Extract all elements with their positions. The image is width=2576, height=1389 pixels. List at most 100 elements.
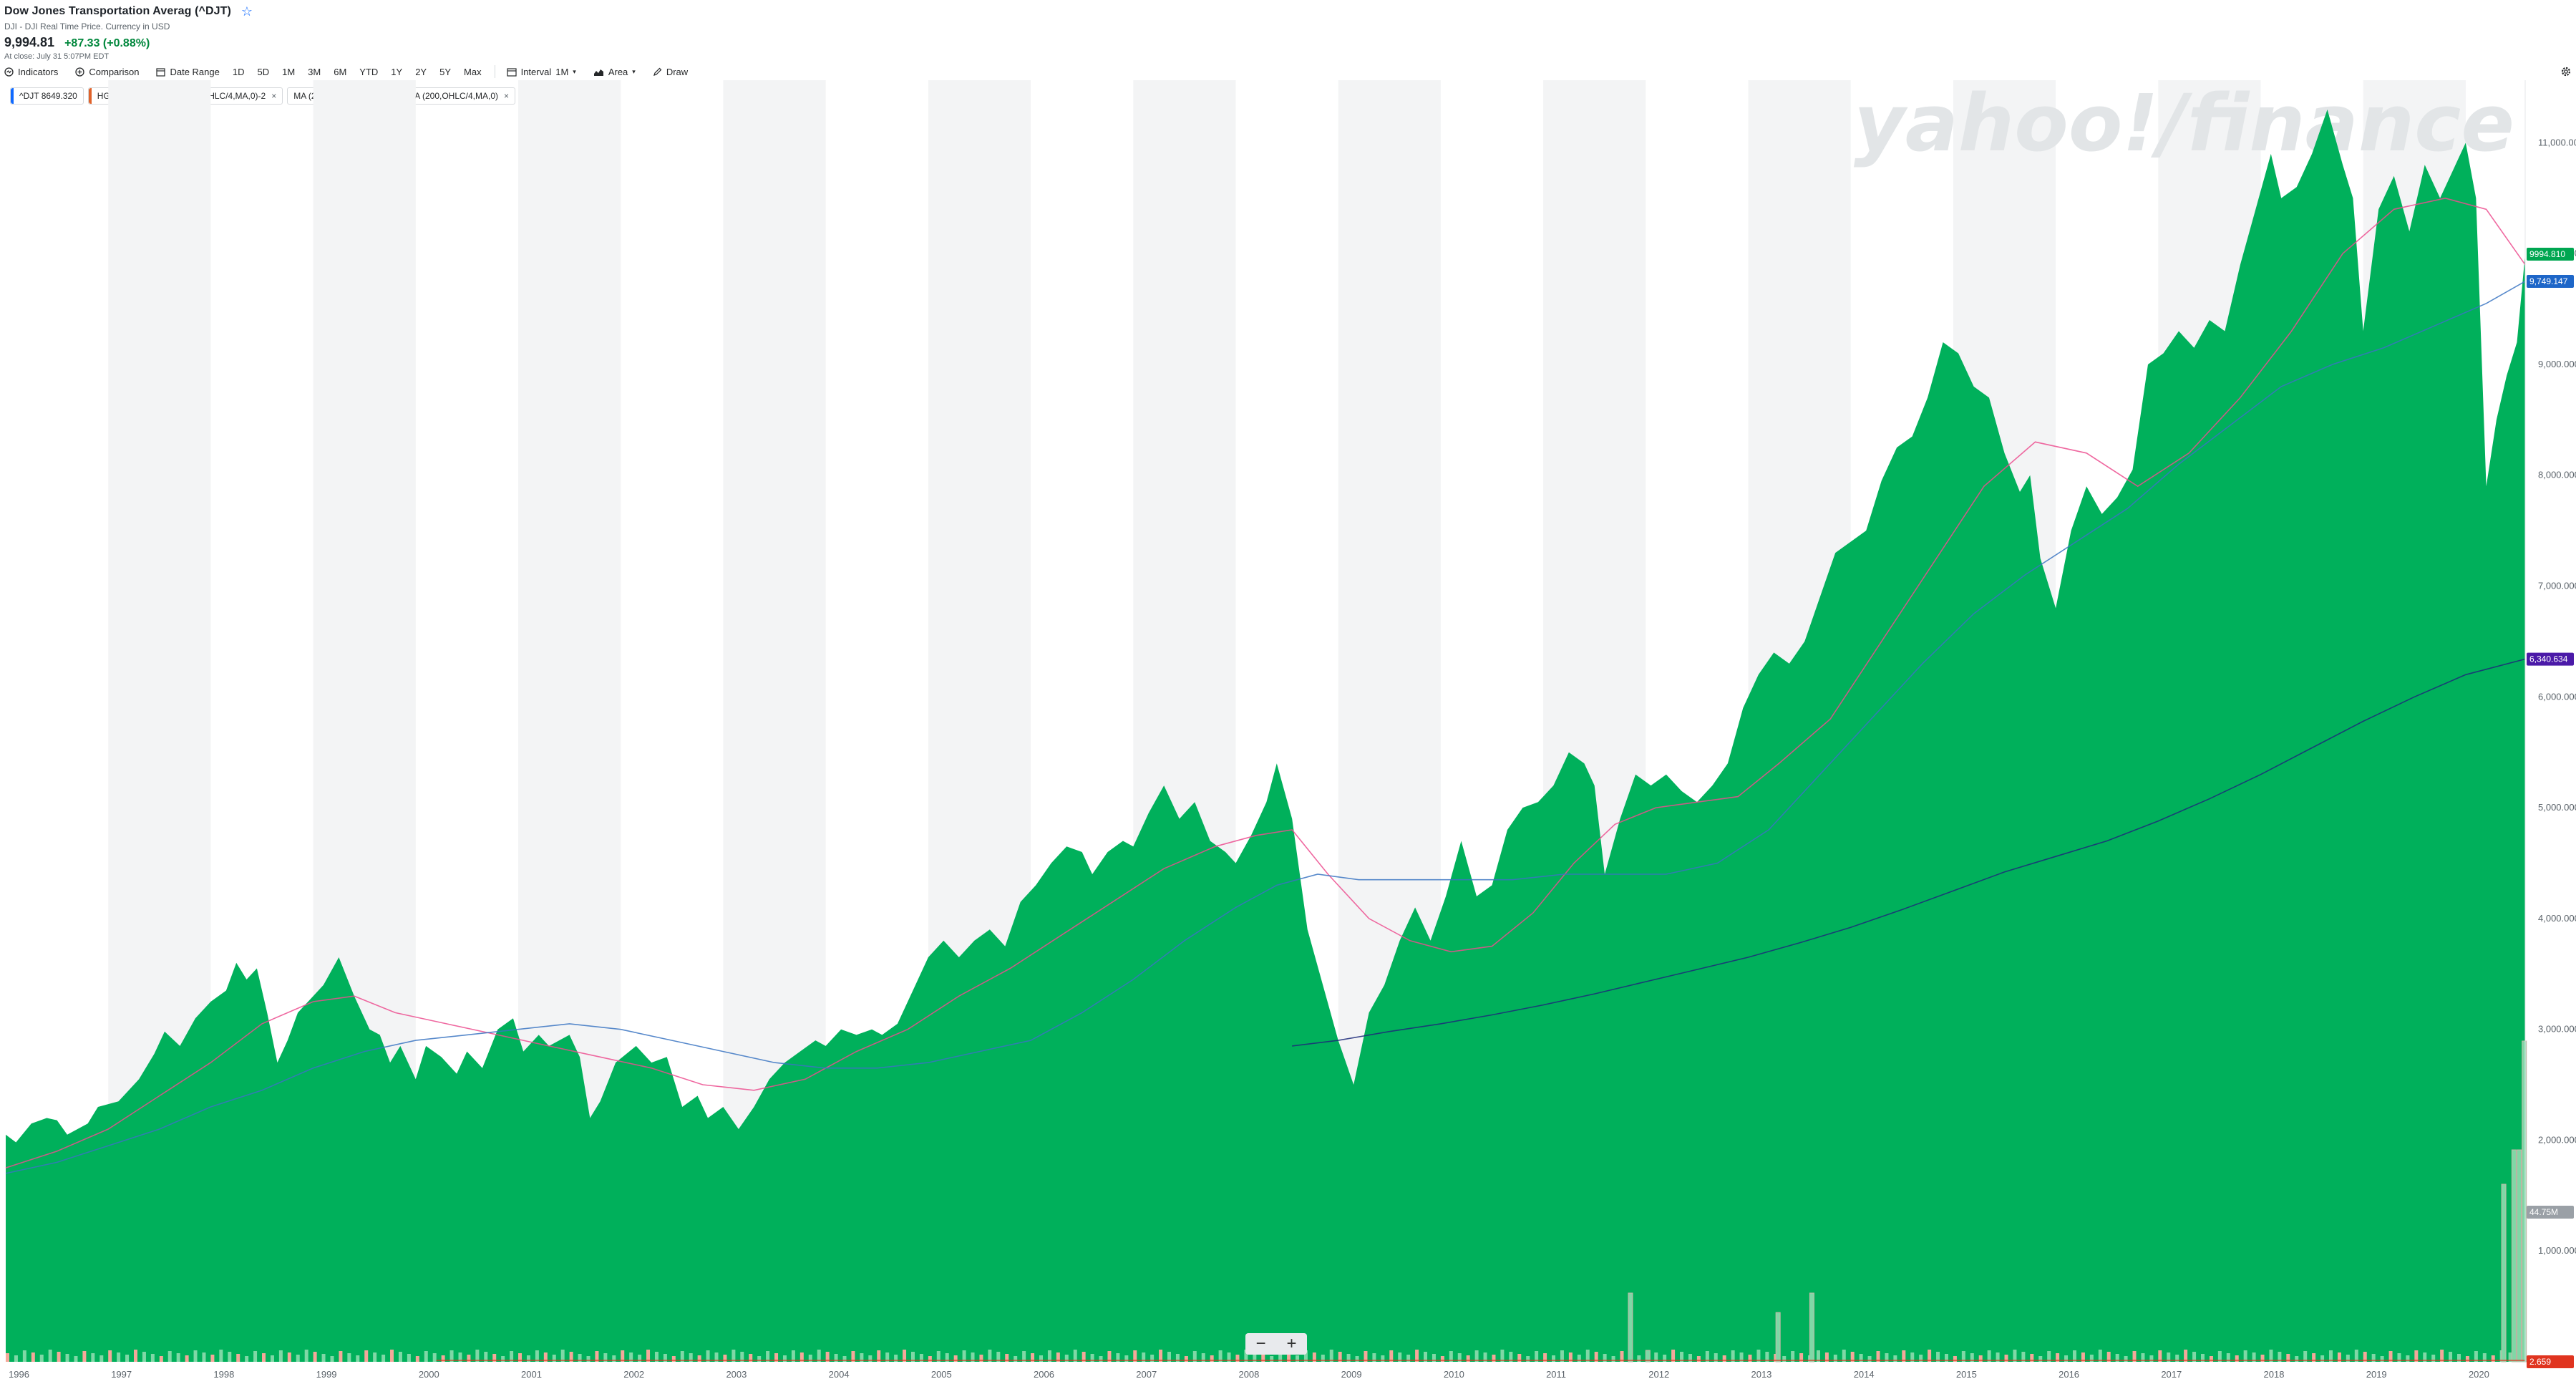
volume-bar bbox=[1842, 1350, 1846, 1362]
volume-bar bbox=[962, 1350, 966, 1362]
volume-bar bbox=[1338, 1352, 1342, 1362]
volume-bar bbox=[1056, 1352, 1060, 1362]
volume-bar bbox=[1867, 1356, 1872, 1362]
range-3m[interactable]: 3M bbox=[308, 66, 321, 77]
volume-bar bbox=[988, 1350, 992, 1362]
price-tag-label: 9,749.147 bbox=[2529, 276, 2568, 286]
area-chart-icon bbox=[593, 69, 603, 76]
volume-bar bbox=[1474, 1350, 1479, 1362]
volume-bar bbox=[2337, 1352, 2341, 1362]
volume-bar bbox=[1449, 1351, 1453, 1362]
volume-bar bbox=[953, 1355, 958, 1362]
volume-bar bbox=[732, 1350, 736, 1362]
yahoo-finance-watermark: yahoo!/finance bbox=[1854, 80, 2514, 169]
range-1m[interactable]: 1M bbox=[282, 66, 296, 77]
x-axis-label: 2005 bbox=[931, 1369, 952, 1380]
star-icon[interactable]: ☆ bbox=[240, 4, 253, 19]
volume-bar bbox=[842, 1356, 847, 1362]
volume-bar bbox=[1492, 1355, 1496, 1362]
range-1y[interactable]: 1Y bbox=[391, 66, 403, 77]
volume-bar bbox=[1192, 1351, 1197, 1362]
volume-bar bbox=[2209, 1356, 2213, 1362]
volume-bar bbox=[347, 1353, 351, 1362]
range-5d[interactable]: 5D bbox=[257, 66, 270, 77]
volume-bar bbox=[1116, 1353, 1120, 1362]
volume-bar bbox=[330, 1356, 334, 1362]
y-axis-label: 1,000.000 bbox=[2538, 1245, 2576, 1256]
range-max[interactable]: Max bbox=[464, 66, 482, 77]
legend-chip-ma200[interactable]: MA (200,OHLC/4,MA,0) × bbox=[401, 87, 516, 105]
volume-bar bbox=[2406, 1355, 2410, 1362]
volume-bar bbox=[373, 1352, 377, 1362]
draw-icon bbox=[653, 67, 662, 76]
date-range-button[interactable]: Date Range bbox=[156, 67, 220, 77]
comparison-button[interactable]: Comparison bbox=[75, 67, 139, 77]
volume-bar bbox=[2200, 1354, 2205, 1362]
volume-bar bbox=[1594, 1352, 1598, 1362]
volume-bar bbox=[1142, 1352, 1146, 1362]
volume-bar bbox=[313, 1352, 317, 1362]
interval-button[interactable]: Interval 1M ▾ bbox=[506, 67, 576, 77]
volume-bar bbox=[1996, 1352, 2000, 1362]
volume-bar bbox=[2243, 1350, 2247, 1362]
volume-bar bbox=[1483, 1352, 1487, 1362]
volume-bar bbox=[1466, 1355, 1470, 1362]
volume-bar bbox=[287, 1352, 291, 1362]
zoom-out-button[interactable]: − bbox=[1255, 1334, 1266, 1353]
volume-bar bbox=[706, 1350, 710, 1362]
volume-bar bbox=[2089, 1355, 2094, 1362]
volume-bar bbox=[1159, 1350, 1163, 1362]
volume-bar bbox=[2380, 1356, 2384, 1362]
volume-bar bbox=[817, 1350, 821, 1362]
range-6m[interactable]: 6M bbox=[334, 66, 347, 77]
zoom-in-button[interactable]: + bbox=[1286, 1334, 1297, 1353]
volume-bar bbox=[2371, 1354, 2376, 1362]
volume-bar bbox=[2388, 1351, 2393, 1362]
x-axis-label: 2015 bbox=[1956, 1369, 1977, 1380]
volume-bar bbox=[2491, 1355, 2495, 1362]
volume-bar bbox=[1756, 1350, 1761, 1362]
volume-bar bbox=[2286, 1354, 2290, 1362]
range-2y[interactable]: 2Y bbox=[415, 66, 427, 77]
volume-bar bbox=[1167, 1352, 1171, 1362]
range-ytd[interactable]: YTD bbox=[359, 66, 379, 77]
volume-bar bbox=[1218, 1350, 1223, 1362]
volume-bar bbox=[2260, 1355, 2265, 1362]
volume-bar bbox=[1680, 1352, 1684, 1362]
settings-icon[interactable] bbox=[2560, 66, 2572, 81]
volume-bar bbox=[210, 1355, 215, 1362]
legend-chip-djt[interactable]: ^DJT 8649.320 bbox=[10, 87, 84, 105]
volume-bar bbox=[1201, 1353, 1205, 1362]
legend-label: MA (200,OHLC/4,MA,0) bbox=[407, 91, 499, 101]
ma50-line bbox=[5, 281, 2526, 1174]
volume-bar bbox=[766, 1351, 770, 1362]
volume-bar bbox=[296, 1355, 300, 1362]
close-icon[interactable]: × bbox=[504, 91, 510, 101]
volume-bar bbox=[2522, 1040, 2527, 1363]
draw-button[interactable]: Draw bbox=[653, 67, 688, 77]
volume-bar bbox=[646, 1350, 651, 1362]
price-chart[interactable]: yahoo!/finance11,000.00010,000.0009,000.… bbox=[0, 80, 2576, 1389]
chart-type-label: Area bbox=[608, 66, 628, 77]
volume-bar bbox=[1303, 1350, 1308, 1362]
volume-bar bbox=[1047, 1350, 1051, 1362]
volume-bar bbox=[2295, 1356, 2299, 1362]
volume-bar bbox=[689, 1353, 693, 1362]
volume-bar bbox=[2106, 1352, 2111, 1362]
x-axis-label: 2001 bbox=[521, 1369, 542, 1380]
volume-bar bbox=[1850, 1352, 1855, 1362]
volume-bar bbox=[407, 1354, 411, 1362]
range-1d[interactable]: 1D bbox=[232, 66, 245, 77]
chart-type-button[interactable]: Area ▾ bbox=[593, 67, 636, 77]
indicators-button[interactable]: Indicators bbox=[4, 67, 58, 77]
volume-bar bbox=[518, 1353, 523, 1362]
x-axis-label: 2011 bbox=[1546, 1369, 1566, 1380]
x-axis-label: 2016 bbox=[2059, 1369, 2079, 1380]
range-5y[interactable]: 5Y bbox=[439, 66, 452, 77]
volume-bar bbox=[1885, 1353, 1889, 1362]
price-tag-label: 9994.810 bbox=[2529, 249, 2565, 259]
close-icon[interactable]: × bbox=[271, 91, 277, 101]
volume-bar bbox=[612, 1355, 616, 1362]
volume-bar bbox=[2474, 1351, 2478, 1362]
volume-bar bbox=[1107, 1351, 1112, 1362]
